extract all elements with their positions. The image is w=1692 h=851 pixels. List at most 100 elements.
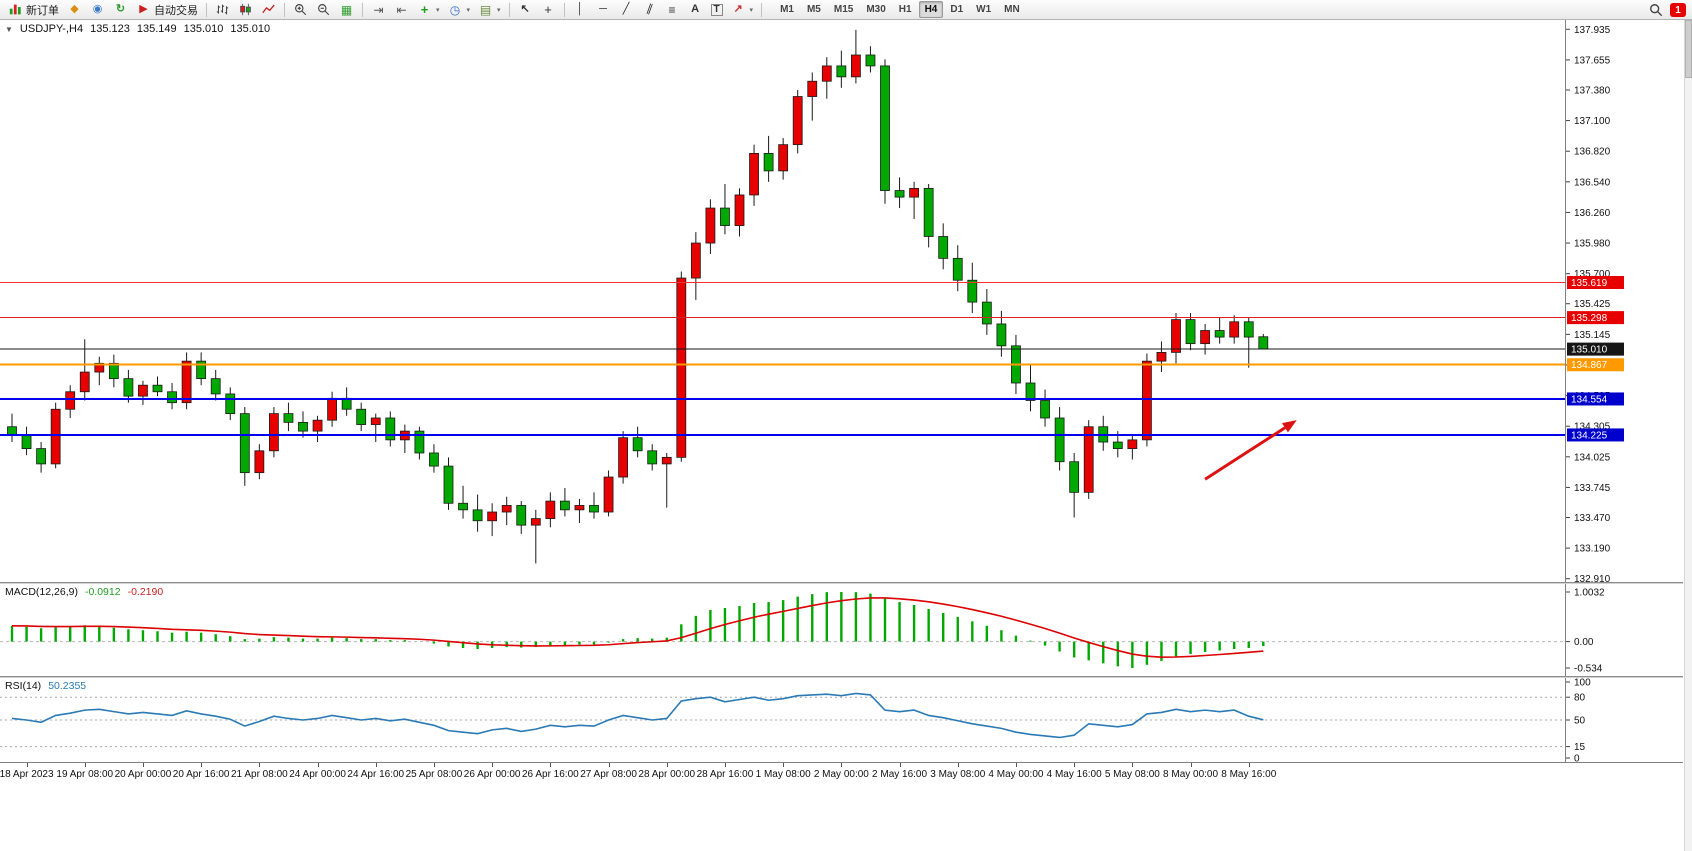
arrows-button[interactable]: ↗ ▾ [727,1,758,19]
autoscroll-button[interactable]: ⇥ [367,1,390,19]
trendline-button[interactable]: ╱ [615,1,638,19]
bull-candle [254,450,265,474]
timeframe-m1[interactable]: M1 [780,4,794,15]
bull-candle [327,397,338,421]
tile-windows-button[interactable]: ▦ [335,1,358,19]
bear-candle [996,323,1007,347]
vertical-scrollbar[interactable] [1684,20,1692,851]
template-icon: ▤ [479,2,492,17]
timeframe-m5[interactable]: M5 [806,4,821,15]
line-chart-button[interactable] [257,1,280,19]
bull-candle [79,371,90,393]
time-tick [1074,763,1076,767]
macd-signal-value: -0.2190 [127,586,164,598]
text-button[interactable]: A [684,1,707,19]
bear-candle [356,408,367,425]
grid-icon: ▦ [340,2,353,17]
price-chart-panel[interactable]: ▼ USDJPY-,H4 135.123 135.149 135.010 135… [0,20,1565,582]
bear-candle [1069,461,1080,493]
chart-shift-button[interactable]: ⇤ [390,1,413,19]
time-tick [666,763,668,767]
autotrading-button[interactable]: ▶ 自动交易 [132,1,202,19]
notification-badge[interactable]: 1 [1670,3,1686,17]
vline-button[interactable]: │ [569,1,592,19]
toolbar-right: 1 [1648,0,1686,20]
candle-chart-button[interactable] [234,1,257,19]
fibonacci-button[interactable]: ≡ [661,1,684,19]
templates-button[interactable]: ▤ ▾ [474,1,505,19]
bar-chart-button[interactable] [211,1,234,19]
rsi-panel[interactable]: RSI(14) 50.2355 [0,678,1565,762]
candlestick-chart [0,29,1565,564]
bear-candle [239,413,250,474]
time-tick [201,763,203,767]
periods-button[interactable]: ◷ ▾ [444,1,475,19]
rsi-scale-label: 15 [1574,742,1586,753]
new-order-button-label: 新订单 [26,4,59,17]
chart-workspace: ▼ USDJPY-,H4 135.123 135.149 135.010 135… [0,20,1692,851]
timeframe-d1[interactable]: D1 [950,4,964,15]
cursor-button[interactable]: ↖ [514,1,537,19]
timeframe-m30[interactable]: M30 [866,4,886,15]
macd-panel[interactable]: MACD(12,26,9) -0.0912 -0.2190 [0,584,1565,676]
macd-histogram [10,592,1265,668]
bear-candle [429,452,439,467]
scrollbar-thumb[interactable] [1685,20,1692,78]
time-tick [1015,763,1017,767]
time-label: 3 May 08:00 [930,769,986,780]
toolbar-separator [206,2,207,17]
time-label: 28 Apr 00:00 [638,769,696,780]
tools-icon: ◆ [70,3,79,15]
zoom-out-icon [316,2,331,17]
trendline-icon: ╱ [622,3,630,15]
timeframe-w1[interactable]: W1 [976,4,992,15]
crosshair-button[interactable]: + [537,1,560,19]
panel-splitter[interactable] [0,676,1683,678]
toolbar-separator [761,2,763,17]
svg-text:133.745: 133.745 [1574,483,1611,494]
hline-button[interactable]: ─ [592,1,615,19]
price-axis[interactable]: 137.935 137.655 137.380 137.100 136.820 136.5… [1565,20,1683,765]
time-tick [608,763,610,767]
bear-candle [1258,336,1269,350]
timeframe-mn[interactable]: MN [1004,4,1020,15]
bull-candle [778,144,789,172]
timeframe-h4[interactable]: H4 [918,1,944,18]
trend-arrow[interactable] [1204,426,1286,481]
magnifier-icon[interactable] [1648,3,1663,18]
new-order-button[interactable]: 新订单 [4,1,63,19]
bars-icon [215,2,230,17]
time-label: 26 Apr 16:00 [521,769,579,780]
rsi-chart [0,692,1565,748]
svg-text:134.867: 134.867 [1571,360,1608,371]
zoom-out-button[interactable] [312,1,335,19]
bull-candle [50,408,61,465]
svg-text:134.025: 134.025 [1574,452,1611,463]
ohlc-high: 135.149 [136,23,177,35]
time-axis[interactable]: 18 Apr 2023 19 Apr 08:00 20 Apr 00:00 20 Ap… [0,762,1683,784]
time-tick [841,763,843,767]
timeframe-h1[interactable]: H1 [898,4,912,15]
panel-splitter[interactable] [0,582,1683,584]
one-click-trading-arrow-icon[interactable]: ▼ [5,24,13,34]
trend-arrow-head[interactable] [1282,420,1297,433]
time-label: 4 May 16:00 [1046,769,1102,780]
bear-candle [1214,330,1225,338]
autoscroll-icon: ⇥ [373,2,384,17]
new-order-icon [8,2,23,17]
label-button[interactable]: T [707,1,727,19]
market-watch-button[interactable]: ◉ [86,1,109,19]
time-label: 8 May 16:00 [1221,769,1277,780]
zoom-in-button[interactable] [289,1,312,19]
refresh-button[interactable]: ↻ [109,1,132,19]
channel-button[interactable]: ∥ [638,1,661,19]
bull-candle [312,419,323,432]
toolbar-separator [508,2,510,17]
metaeditor-button[interactable]: ◆ [63,1,86,19]
time-tick [1132,763,1134,767]
indicators-button[interactable]: + ▾ [413,1,444,19]
shift-icon: ⇤ [396,2,407,17]
macd-title: MACD(12,26,9) [5,586,78,598]
timeframe-m15[interactable]: M15 [833,4,854,15]
